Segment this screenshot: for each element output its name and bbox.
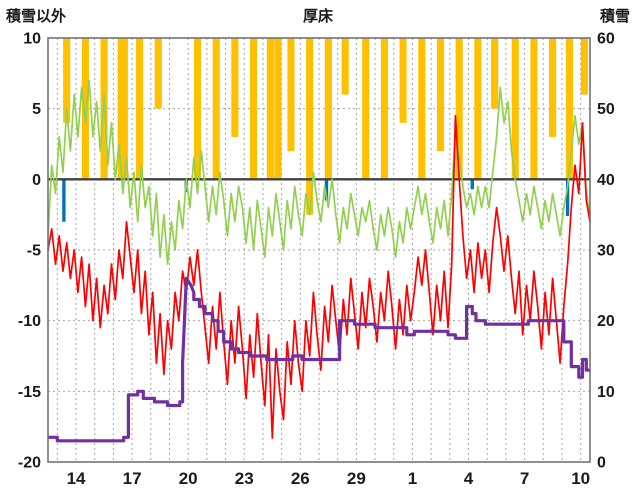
red-temperature-line <box>47 114 591 439</box>
x-axis-tick-label: 23 <box>235 469 254 488</box>
plot-border <box>47 37 591 463</box>
right-axis-tick-label: 20 <box>597 313 615 330</box>
right-axis-tick-label: 50 <box>597 101 615 118</box>
x-axis-tick-label: 20 <box>179 469 198 488</box>
sunshine-bar <box>117 38 128 180</box>
snow-depth-line <box>48 276 590 443</box>
sunshine-bar <box>474 38 482 180</box>
sunshine-bar <box>530 38 538 180</box>
left-axis-tick-label: -15 <box>18 384 41 401</box>
sunshine-bar <box>81 38 89 180</box>
x-axis-tick-label: 7 <box>520 469 529 488</box>
left-axis-title: 積雪以外 <box>6 8 67 25</box>
x-axis-tick-label: 10 <box>571 469 590 488</box>
sunshine-bar <box>250 38 258 180</box>
chart-title: 厚床 <box>302 8 333 25</box>
green-temperature-line <box>47 79 591 265</box>
precip-bar <box>565 179 570 217</box>
sunshine-bar <box>491 38 499 109</box>
right-axis-tick-label: 60 <box>597 31 615 48</box>
right-axis-tick-label: 10 <box>597 384 615 401</box>
sunshine-bar <box>436 38 445 152</box>
precip-bar <box>324 179 329 201</box>
sunshine-bar <box>511 38 519 180</box>
sunshine-bar <box>455 38 463 180</box>
sunshine-bar <box>341 38 349 95</box>
precip-bar <box>62 179 66 222</box>
sunshine-bar <box>212 38 220 180</box>
sunshine-bar <box>306 38 314 215</box>
x-axis-tick-label: 29 <box>347 469 366 488</box>
sunshine-bar <box>63 38 71 123</box>
right-axis-title: 積雪 <box>599 8 630 25</box>
left-axis-tick-label: -20 <box>18 455 41 472</box>
x-axis-tick-label: 4 <box>464 469 474 488</box>
left-axis-tick-label: 0 <box>32 172 41 189</box>
sunshine-bar <box>274 38 282 180</box>
sunshine-bar <box>324 38 332 180</box>
sunshine-bar <box>565 38 573 180</box>
sunshine-bar <box>136 38 144 180</box>
left-axis-tick-label: -5 <box>27 243 41 260</box>
x-axis-tick-label: 1 <box>408 469 417 488</box>
sunshine-bar <box>380 38 388 180</box>
x-axis-tick-label: 26 <box>291 469 310 488</box>
sunshine-bar <box>362 38 370 180</box>
right-axis-tick-label: 30 <box>597 243 615 260</box>
sunshine-bar <box>193 38 202 180</box>
sunshine-bar <box>549 38 557 137</box>
sunshine-bar <box>154 38 162 109</box>
right-axis-tick-label: 40 <box>597 172 615 189</box>
sunshine-bar <box>287 38 295 152</box>
right-axis-tick-label: 0 <box>597 455 606 472</box>
x-axis-tick-label: 14 <box>67 469 86 488</box>
sunshine-bar <box>266 38 274 180</box>
sunshine-bar <box>231 38 239 137</box>
sunshine-bar <box>418 38 426 180</box>
x-axis-tick-label: 17 <box>123 469 142 488</box>
left-axis-tick-label: 10 <box>23 31 41 48</box>
precip-bar <box>470 179 474 190</box>
left-axis-tick-label: -10 <box>18 313 41 330</box>
left-axis-tick-label: 5 <box>32 101 41 118</box>
sunshine-bar <box>580 38 588 95</box>
sunshine-bar <box>399 38 407 123</box>
